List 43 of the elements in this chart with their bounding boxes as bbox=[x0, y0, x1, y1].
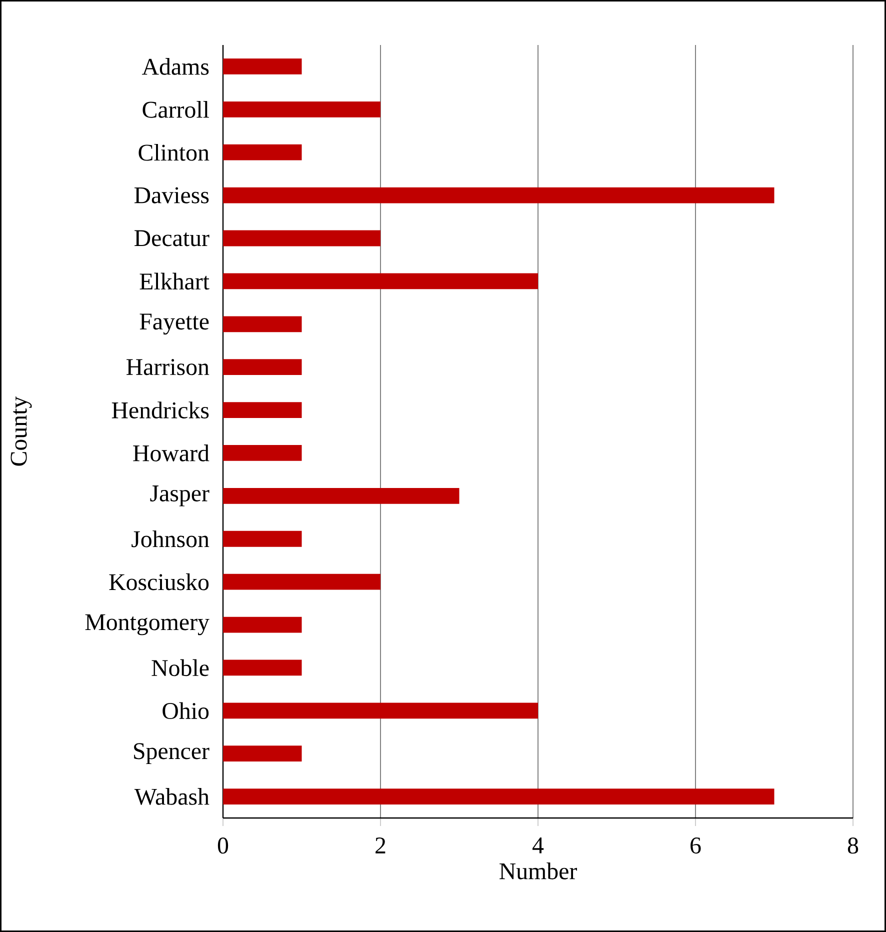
bar bbox=[223, 788, 774, 804]
bar bbox=[223, 616, 302, 633]
bar bbox=[223, 445, 302, 461]
x-tick-label: 0 bbox=[218, 838, 228, 854]
bar bbox=[223, 402, 302, 418]
bar bbox=[223, 144, 302, 160]
bar bbox=[223, 359, 302, 376]
y-tick-label: Johnson bbox=[132, 530, 210, 548]
x-tick-label: 6 bbox=[690, 838, 701, 854]
x-axis-title: Number bbox=[500, 862, 577, 880]
bar bbox=[223, 58, 302, 74]
bar bbox=[223, 660, 302, 676]
y-tick-label: Decatur bbox=[134, 230, 210, 246]
y-tick-label: Spencer bbox=[134, 743, 210, 764]
y-tick-label: Carroll bbox=[142, 101, 209, 118]
y-tick-label: Elkhart bbox=[140, 272, 210, 290]
bar bbox=[223, 273, 538, 290]
bar bbox=[223, 574, 380, 590]
bar bbox=[223, 316, 302, 332]
y-tick-label: Noble bbox=[152, 659, 209, 676]
bar bbox=[223, 187, 774, 204]
y-tick-label: Adams bbox=[142, 58, 209, 75]
y-tick-label: Jasper bbox=[150, 486, 210, 506]
y-tick-label: Howard bbox=[133, 444, 210, 462]
y-tick-label: Daviess bbox=[134, 187, 209, 204]
bar bbox=[223, 101, 380, 118]
y-tick-label: Hendricks bbox=[112, 402, 209, 418]
y-tick-label: Fayette bbox=[140, 314, 209, 335]
x-tick-label: 8 bbox=[848, 838, 858, 854]
y-axis-title: County bbox=[10, 396, 32, 466]
y-tick-label: Harrison bbox=[126, 359, 210, 376]
bar bbox=[223, 746, 302, 762]
y-tick-label: Kosciusko bbox=[109, 573, 209, 590]
bar bbox=[223, 488, 460, 504]
bar bbox=[223, 230, 380, 246]
x-tick-label: 2 bbox=[376, 838, 386, 854]
y-tick-label: Ohio bbox=[162, 702, 209, 720]
x-tick-label: 4 bbox=[532, 838, 544, 854]
bar bbox=[223, 702, 538, 719]
y-tick-label: Clinton bbox=[138, 144, 210, 161]
y-tick-label: Montgomery bbox=[85, 614, 210, 636]
y-tick-label: Wabash bbox=[134, 788, 210, 806]
bar bbox=[223, 530, 302, 547]
